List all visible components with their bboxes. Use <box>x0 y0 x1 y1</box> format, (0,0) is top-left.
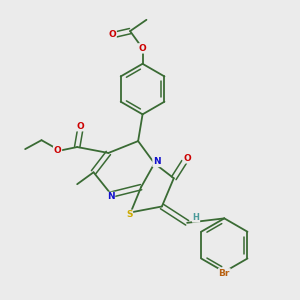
Text: N: N <box>153 158 160 166</box>
Text: N: N <box>107 193 115 202</box>
Text: O: O <box>76 122 84 131</box>
Text: O: O <box>183 154 191 163</box>
Text: H: H <box>193 213 200 222</box>
Text: O: O <box>139 44 146 53</box>
Text: Br: Br <box>219 269 230 278</box>
Text: S: S <box>126 210 132 219</box>
Text: O: O <box>54 146 61 155</box>
Text: O: O <box>108 30 116 39</box>
